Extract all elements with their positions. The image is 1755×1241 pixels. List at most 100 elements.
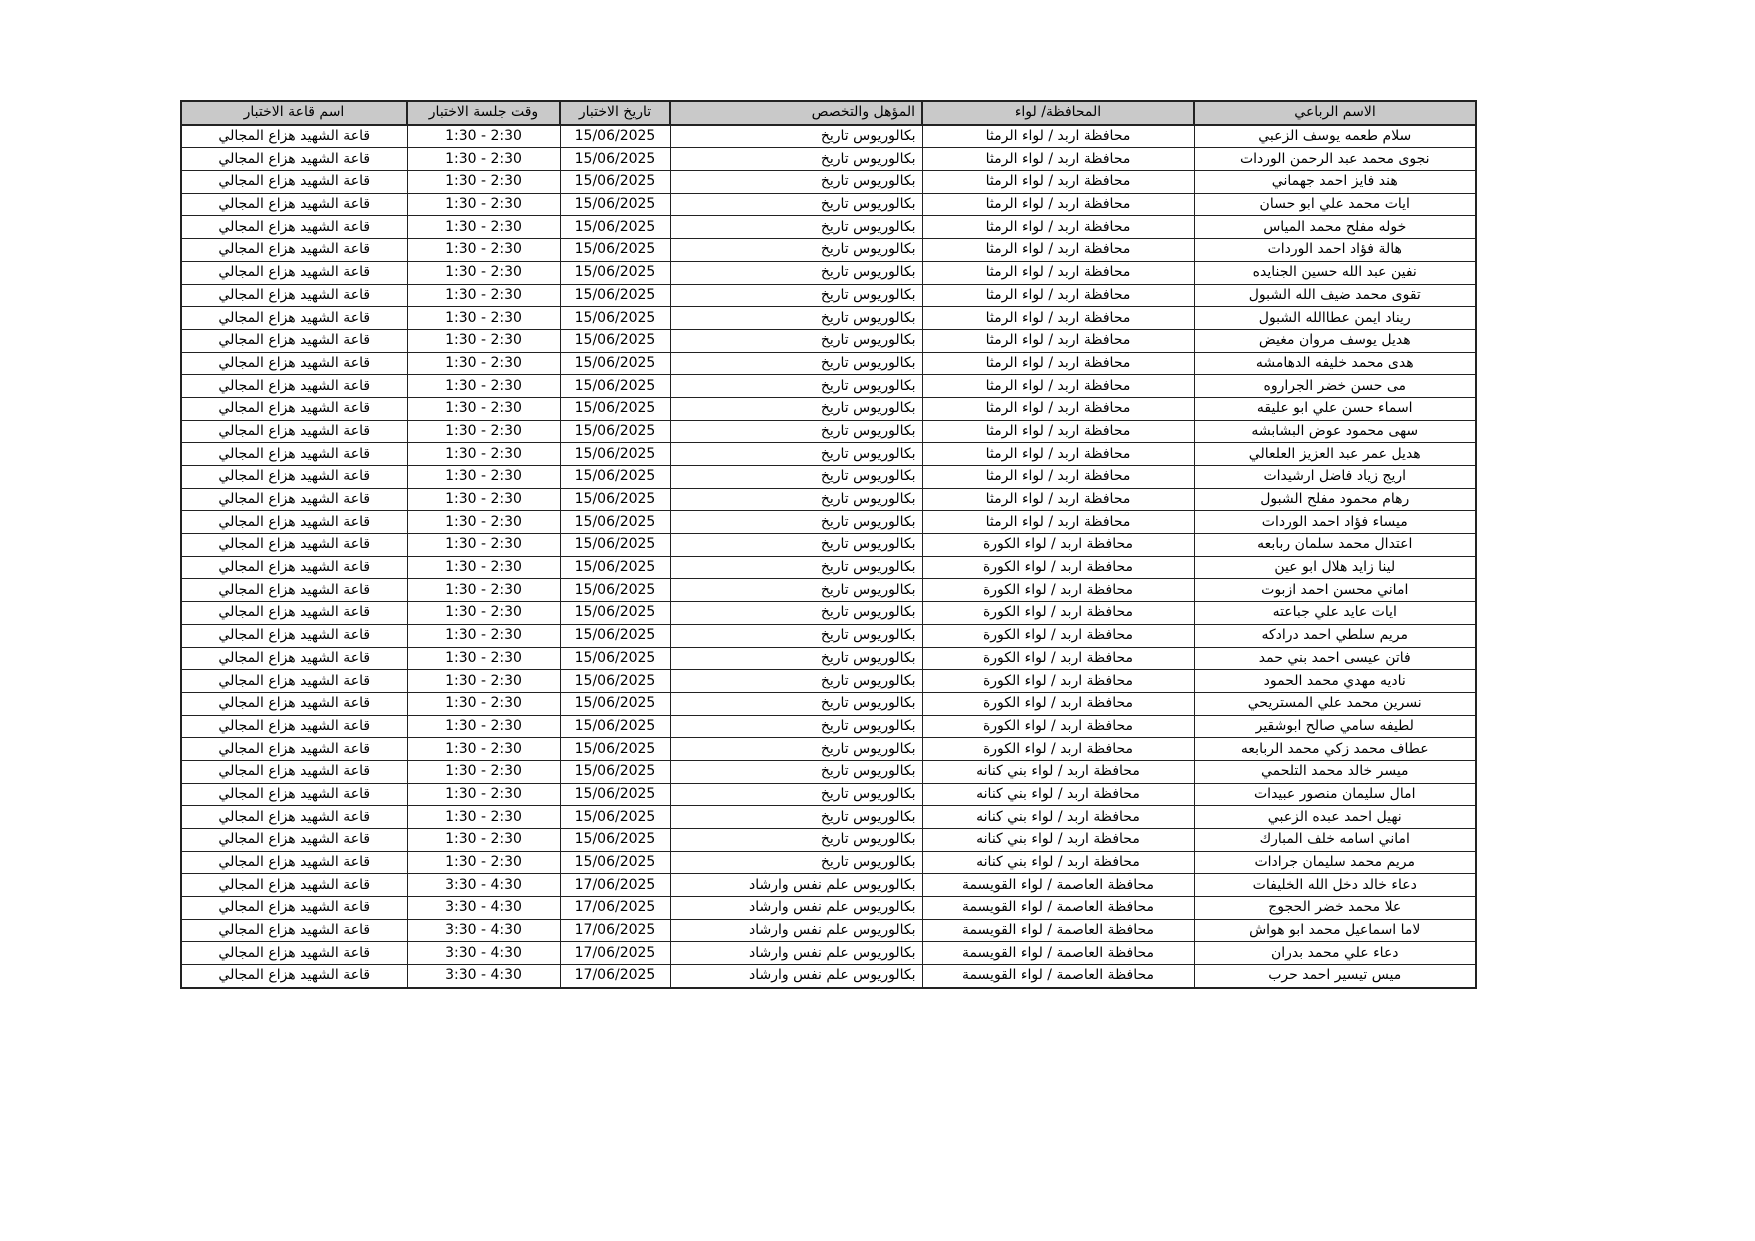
date-text: 15/06/2025 [574,581,656,598]
room-text: قاعة الشهيد هزاع المجالي [218,922,371,939]
cell-date: 17/06/2025 [559,896,671,920]
name-text: تقوى محمد ضيف الله الشبول [1248,286,1421,303]
cell-governorate: محافظة اربد / لواء الكورة [921,601,1195,625]
qualification-text: بكالوريوس تاريخ [820,309,916,326]
cell-room: قاعة الشهيد هزاع المجالي [180,396,408,421]
time-text: 1:30 - 2:30 [445,808,522,825]
cell-governorate: محافظة اربد / لواء الكورة [921,669,1195,693]
cell-date: 15/06/2025 [559,623,671,648]
cell-governorate: محافظة اربد / لواء الرمثا [921,374,1195,398]
name-text: دعاء علي محمد بدران [1270,944,1399,961]
cell-date: 15/06/2025 [559,328,671,353]
time-text: 1:30 - 2:30 [445,218,522,235]
table-row: لطيفه سامي صالح ابوشقير محافظة اربد / لوا… [180,714,1477,739]
governorate-text: محافظة اربد / لواء الكورة [982,695,1134,712]
cell-name: لينا زايد هلال ابو عين [1193,555,1477,580]
time-text: 1:30 - 2:30 [445,400,522,417]
time-text: 3:30 - 4:30 [445,967,522,984]
governorate-text: محافظة اربد / لواء بني كنانه [976,785,1140,802]
room-text: قاعة الشهيد هزاع المجالي [218,286,371,303]
cell-room: قاعة الشهيد هزاع المجالي [180,669,408,693]
cell-date: 17/06/2025 [559,918,671,943]
room-text: قاعة الشهيد هزاع المجالي [218,150,371,167]
time-text: 1:30 - 2:30 [445,536,522,553]
cell-name: لاما اسماعيل محمد ابو هواش [1193,918,1477,943]
cell-time: 1:30 - 2:30 [406,737,561,761]
cell-qualification: بكالوريوس تاريخ [669,351,923,376]
time-text: 1:30 - 2:30 [445,468,522,485]
cell-room: قاعة الشهيد هزاع المجالي [180,351,408,376]
qualification-text: بكالوريوس تاريخ [820,218,916,235]
qualification-text: بكالوريوس تاريخ [820,740,916,757]
cell-governorate: محافظة اربد / لواء الرمثا [921,215,1195,240]
cell-date: 15/06/2025 [559,510,671,535]
name-text: نسرين محمد علي المستريحي [1247,695,1422,712]
cell-time: 1:30 - 2:30 [406,260,561,285]
room-text: قاعة الشهيد هزاع المجالي [218,944,371,961]
cell-name: اعتدال محمد سلمان ربابعه [1193,533,1477,557]
cell-governorate: محافظة اربد / لواء بني كنانه [921,828,1195,852]
cell-governorate: محافظة اربد / لواء الرمثا [921,124,1195,149]
date-text: 15/06/2025 [574,286,656,303]
cell-name: نجوى محمد عبد الرحمن الوردات [1193,147,1477,172]
governorate-text: محافظة اربد / لواء الرمثا [985,264,1131,281]
table-row: هديل عمر عبد العزيز العلعالي محافظة اربد … [180,442,1477,466]
date-text: 15/06/2025 [574,377,656,394]
cell-governorate: محافظة اربد / لواء الكورة [921,714,1195,739]
cell-qualification: بكالوريوس تاريخ [669,533,923,557]
cell-room: قاعة الشهيد هزاع المجالي [180,850,408,875]
cell-qualification: بكالوريوس تاريخ [669,510,923,535]
cell-time: 1:30 - 2:30 [406,669,561,693]
governorate-text: محافظة اربد / لواء الرمثا [985,377,1131,394]
cell-date: 15/06/2025 [559,646,671,671]
cell-qualification: بكالوريوس تاريخ [669,396,923,421]
cell-qualification: بكالوريوس تاريخ [669,487,923,512]
name-text: اسماء حسن علي ابو عليقه [1256,400,1413,417]
table-row: دعاء علي محمد بدران محافظة العاصمة / لواء… [180,941,1477,966]
cell-time: 3:30 - 4:30 [406,896,561,920]
table-row: سهى محمود عوض البشابشه محافظة اربد / لواء… [180,419,1477,444]
room-text: قاعة الشهيد هزاع المجالي [218,264,371,281]
cell-name: مريم سلطي احمد درادكه [1193,623,1477,648]
cell-governorate: محافظة اربد / لواء الرمثا [921,238,1195,262]
cell-date: 15/06/2025 [559,351,671,376]
cell-time: 1:30 - 2:30 [406,759,561,784]
qualification-text: بكالوريوس تاريخ [820,377,916,394]
table-row: ميس تيسير احمد حرب محافظة العاصمة / لواء … [180,964,1477,989]
table-row: رهام محمود مفلح الشبول محافظة اربد / لواء… [180,487,1477,512]
governorate-text: محافظة اربد / لواء الرمثا [985,150,1131,167]
cell-time: 3:30 - 4:30 [406,918,561,943]
cell-qualification: بكالوريوس تاريخ [669,260,923,285]
table-row: نسرين محمد علي المستريحي محافظة اربد / لو… [180,691,1477,716]
qualification-text: بكالوريوس تاريخ [820,627,916,644]
time-text: 1:30 - 2:30 [445,173,522,190]
cell-date: 15/06/2025 [559,396,671,421]
cell-qualification: بكالوريوس تاريخ [669,170,923,194]
cell-name: هالة فؤاد احمد الوردات [1193,238,1477,262]
cell-name: هديل يوسف مروان مغيض [1193,328,1477,353]
date-text: 15/06/2025 [574,173,656,190]
cell-qualification: بكالوريوس تاريخ [669,669,923,693]
date-text: 15/06/2025 [574,218,656,235]
date-text: 15/06/2025 [574,672,656,689]
name-text: هديل يوسف مروان مغيض [1258,332,1411,349]
qualification-text: بكالوريوس تاريخ [820,264,916,281]
date-text: 17/06/2025 [574,876,656,893]
qualification-text: بكالوريوس تاريخ [820,332,916,349]
room-text: قاعة الشهيد هزاع المجالي [218,695,371,712]
room-text: قاعة الشهيد هزاع المجالي [218,740,371,757]
header-room: اسم قاعة الاختبار [180,100,408,126]
qualification-text: بكالوريوس تاريخ [820,559,916,576]
cell-room: قاعة الشهيد هزاع المجالي [180,215,408,240]
header-name: الاسم الرباعي [1193,100,1477,126]
cell-room: قاعة الشهيد هزاع المجالي [180,737,408,761]
qualification-text: بكالوريوس تاريخ [820,581,916,598]
cell-qualification: بكالوريوس علم نفس وارشاد [669,896,923,920]
cell-governorate: محافظة اربد / لواء الكورة [921,533,1195,557]
cell-governorate: محافظة اربد / لواء الكورة [921,623,1195,648]
cell-governorate: محافظة اربد / لواء الرمثا [921,510,1195,535]
qualification-text: بكالوريوس تاريخ [820,649,916,666]
cell-room: قاعة الشهيد هزاع المجالي [180,964,408,989]
cell-qualification: بكالوريوس تاريخ [669,714,923,739]
cell-date: 15/06/2025 [559,850,671,875]
